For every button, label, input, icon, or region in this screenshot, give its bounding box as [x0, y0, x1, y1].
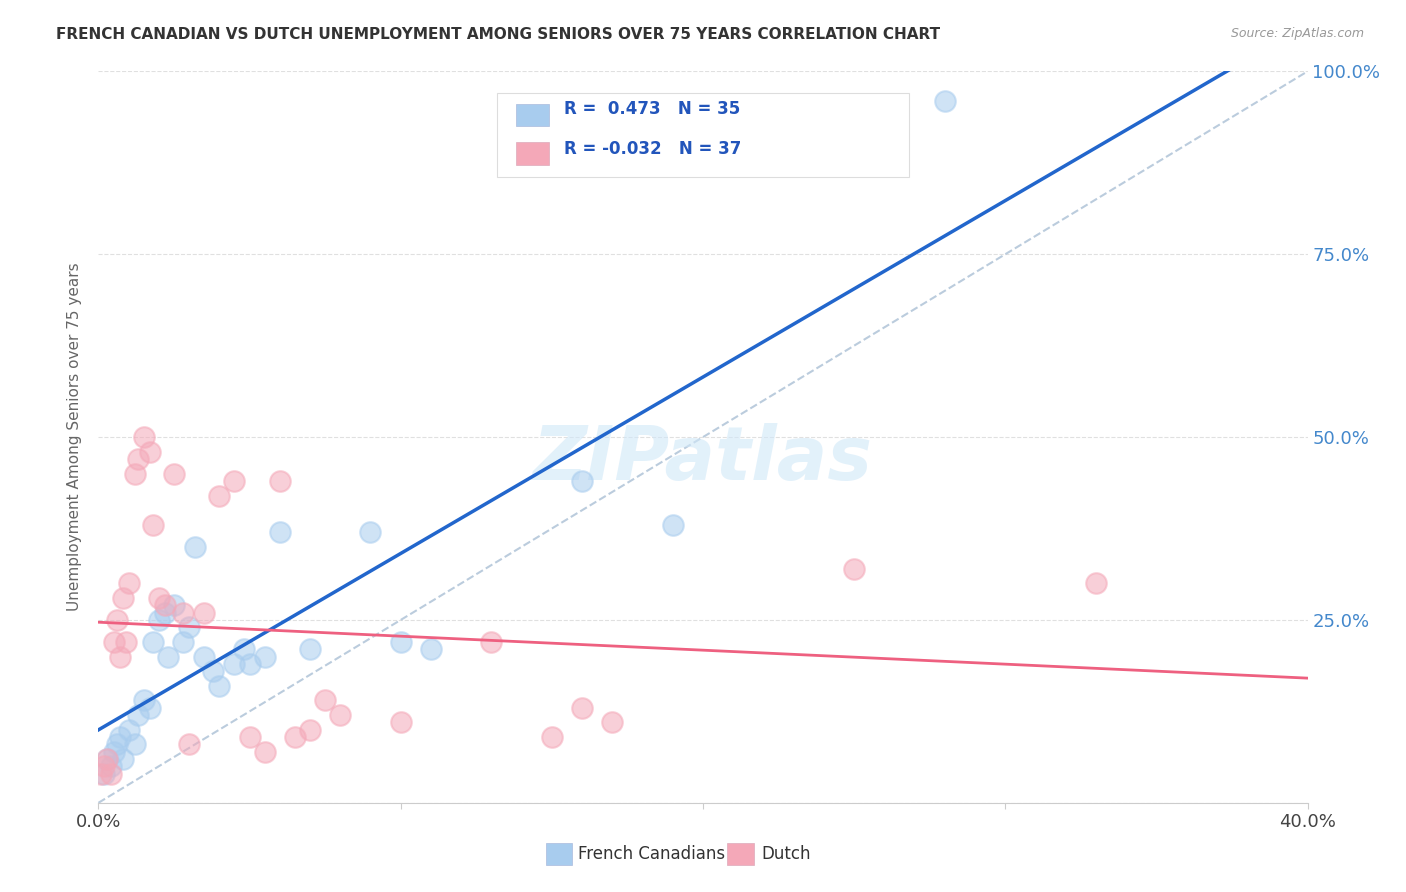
- Point: [139, 700, 162, 714]
- Point: [105, 613, 128, 627]
- Point: [96, 752, 118, 766]
- Point: [148, 591, 170, 605]
- Point: [111, 752, 134, 766]
- Point: [179, 620, 201, 634]
- Point: [208, 679, 231, 693]
- Text: ZIPatlas: ZIPatlas: [533, 423, 873, 496]
- Point: [172, 635, 194, 649]
- Point: [132, 693, 155, 707]
- Text: R =  0.473   N = 35: R = 0.473 N = 35: [564, 101, 740, 119]
- Point: [163, 467, 186, 481]
- Point: [103, 745, 125, 759]
- Point: [153, 599, 176, 613]
- Point: [314, 693, 336, 707]
- Point: [111, 591, 134, 605]
- Point: [105, 737, 128, 751]
- Point: [481, 635, 503, 649]
- Point: [179, 737, 201, 751]
- Point: [127, 708, 149, 723]
- Point: [193, 606, 215, 620]
- Point: [224, 657, 246, 671]
- Point: [93, 759, 115, 773]
- Point: [163, 599, 186, 613]
- Bar: [516, 143, 550, 165]
- Point: [156, 649, 179, 664]
- Point: [1085, 576, 1108, 591]
- Point: [96, 752, 118, 766]
- Point: [108, 649, 131, 664]
- Point: [118, 723, 141, 737]
- Point: [208, 489, 231, 503]
- Point: [661, 517, 683, 532]
- Point: [114, 635, 136, 649]
- FancyBboxPatch shape: [498, 94, 908, 178]
- Point: [571, 474, 593, 488]
- Point: [269, 525, 291, 540]
- Point: [360, 525, 382, 540]
- Point: [93, 766, 115, 780]
- Point: [100, 766, 122, 780]
- Y-axis label: Unemployment Among Seniors over 75 years: Unemployment Among Seniors over 75 years: [67, 263, 83, 611]
- Point: [299, 723, 322, 737]
- Point: [299, 642, 322, 657]
- Bar: [546, 843, 572, 865]
- Point: [103, 635, 125, 649]
- Text: Source: ZipAtlas.com: Source: ZipAtlas.com: [1230, 27, 1364, 40]
- Point: [124, 737, 146, 751]
- Point: [540, 730, 562, 744]
- Point: [153, 606, 176, 620]
- Point: [127, 452, 149, 467]
- Bar: [516, 103, 550, 127]
- Point: [142, 517, 165, 532]
- Point: [389, 635, 412, 649]
- Text: Dutch: Dutch: [761, 845, 810, 863]
- Point: [602, 715, 624, 730]
- Point: [172, 606, 194, 620]
- Point: [184, 540, 207, 554]
- Point: [108, 730, 131, 744]
- Point: [239, 657, 262, 671]
- Text: R = -0.032   N = 37: R = -0.032 N = 37: [564, 140, 741, 158]
- Point: [239, 730, 262, 744]
- Point: [844, 562, 866, 576]
- Point: [934, 94, 956, 108]
- Point: [420, 642, 443, 657]
- Point: [90, 766, 112, 780]
- Point: [148, 613, 170, 627]
- Point: [269, 474, 291, 488]
- Point: [193, 649, 215, 664]
- Text: FRENCH CANADIAN VS DUTCH UNEMPLOYMENT AMONG SENIORS OVER 75 YEARS CORRELATION CH: FRENCH CANADIAN VS DUTCH UNEMPLOYMENT AM…: [56, 27, 941, 42]
- Point: [284, 730, 307, 744]
- Point: [139, 444, 162, 458]
- Point: [253, 745, 276, 759]
- Point: [253, 649, 276, 664]
- Bar: [727, 843, 754, 865]
- Text: French Canadians: French Canadians: [578, 845, 725, 863]
- Point: [118, 576, 141, 591]
- Point: [329, 708, 352, 723]
- Point: [142, 635, 165, 649]
- Point: [232, 642, 254, 657]
- Point: [100, 759, 122, 773]
- Point: [224, 474, 246, 488]
- Point: [202, 664, 225, 678]
- Point: [389, 715, 412, 730]
- Point: [124, 467, 146, 481]
- Point: [132, 430, 155, 444]
- Point: [571, 700, 593, 714]
